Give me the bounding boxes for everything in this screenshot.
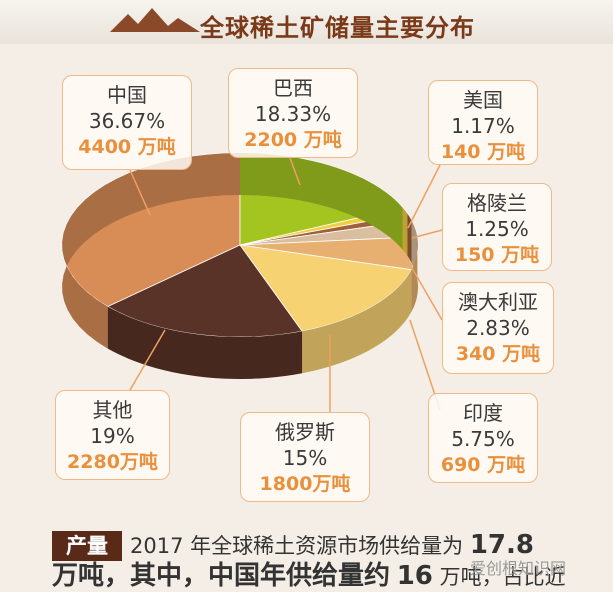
mountain-icon (110, 8, 200, 32)
category-label: 其他 (92, 398, 133, 422)
label-box: 印度 5.75% 690 万吨 (428, 393, 538, 483)
value-label: 36.67% (88, 109, 166, 133)
category-label: 俄罗斯 (275, 420, 335, 444)
amount-label: 2280万吨 (67, 451, 158, 473)
category-label: 美国 (463, 88, 503, 112)
value-label: 15% (282, 446, 328, 470)
amount-label: 140 万吨 (440, 141, 526, 163)
slice-side (107, 306, 303, 379)
text: 万吨，其中，中国年供给量约 (52, 561, 391, 591)
category-label: 中国 (107, 83, 147, 107)
number: 17.8 (469, 530, 534, 560)
label-box: 俄罗斯 15% 1800万吨 (240, 412, 370, 502)
label-box: 其他 19% 2280万吨 (55, 390, 170, 480)
slice-side (62, 153, 240, 349)
amount-label: 1800万吨 (259, 473, 351, 495)
number: 16 (396, 561, 433, 591)
badge: 产量 (52, 531, 122, 561)
value-label: 19% (90, 424, 135, 448)
label-box: 中国 36.67% 4400 万吨 (62, 75, 192, 170)
value-label: 5.75% (451, 427, 515, 451)
category-label: 澳大利亚 (458, 290, 538, 314)
slice-side (402, 207, 408, 256)
amount-label: 2200 万吨 (244, 129, 342, 151)
pie-chart (61, 152, 443, 412)
value-label: 1.17% (451, 114, 515, 138)
category-label: 格陵兰 (467, 191, 527, 215)
slice-side (411, 236, 418, 312)
amount-label: 4400 万吨 (78, 136, 176, 158)
amount-label: 690 万吨 (440, 454, 526, 476)
chart-title: 全球稀土矿储量主要分布 (200, 14, 475, 42)
amount-label: 340 万吨 (455, 343, 541, 365)
value-label: 2.83% (466, 316, 530, 340)
category-label: 巴西 (273, 76, 313, 100)
text: 2017 年全球稀土资源市场供给量为 (130, 534, 464, 558)
slice-side (240, 153, 403, 250)
title-banner: 全球稀土矿储量主要分布 (0, 0, 613, 44)
category-label: 印度 (463, 401, 503, 425)
value-label: 1.25% (465, 217, 529, 241)
label-box: 美国 1.17% 140 万吨 (428, 80, 538, 165)
label-box: 巴西 18.33% 2200 万吨 (228, 68, 358, 158)
label-box: 格陵兰 1.25% 150 万吨 (442, 183, 552, 271)
amount-label: 150 万吨 (454, 244, 540, 266)
label-box: 澳大利亚 2.83% 340 万吨 (442, 282, 554, 374)
slice (239, 244, 413, 332)
watermark: 爱创根知识网 (470, 559, 567, 578)
value-label: 18.33% (254, 102, 332, 126)
